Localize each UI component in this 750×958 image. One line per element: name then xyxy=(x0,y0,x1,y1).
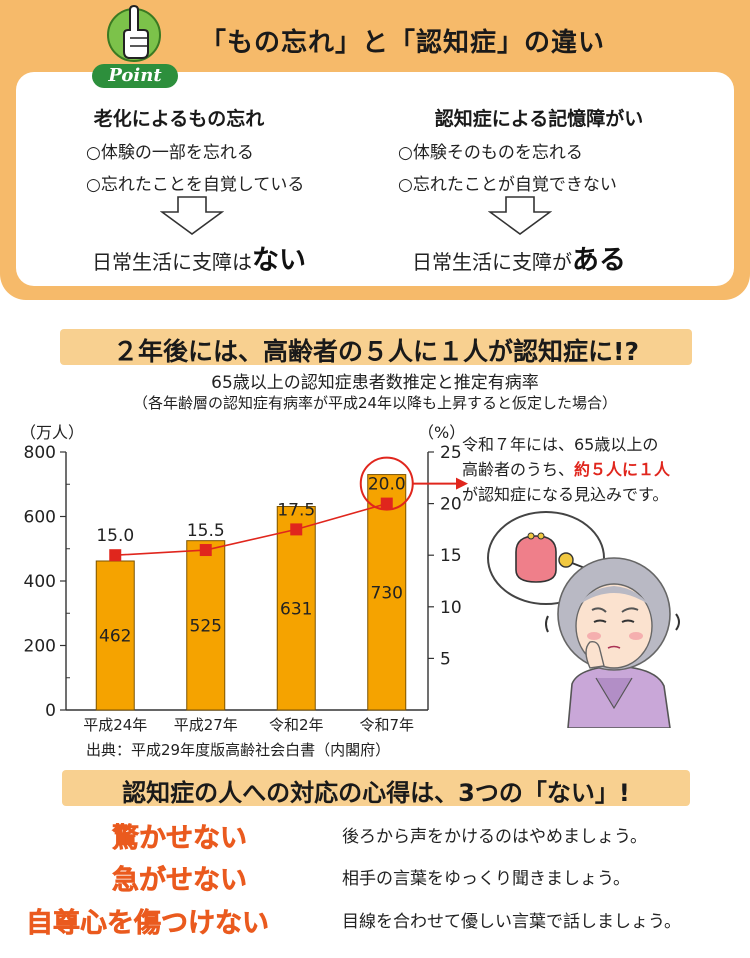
statistics-banner: ２年後には、高齢者の５人に１人が認知症に!? xyxy=(60,329,692,366)
arrow-head-icon xyxy=(456,477,468,490)
y-tick-label-left: 200 xyxy=(24,637,56,657)
difference-panel: 「もの忘れ」と「認知症」の違い 老化によるもの忘れ ○体験の一部を忘れる ○忘れ… xyxy=(0,0,750,300)
tip-heading: 自尊心を傷つけない xyxy=(26,908,270,940)
tip-heading: 急がせない xyxy=(112,865,248,897)
rate-point xyxy=(380,497,393,510)
y-tick-label-right: 25 xyxy=(440,443,462,463)
tip-description: 相手の言葉をゆっくり聞きましょう。 xyxy=(342,869,630,889)
rate-point xyxy=(290,523,303,536)
bar-value-label: 631 xyxy=(280,599,312,619)
y-tick-label-left: 600 xyxy=(24,508,56,528)
y-tick-label-right: 20 xyxy=(440,495,462,515)
y-tick-label-left: 400 xyxy=(24,572,56,592)
dementia-memory-column: 認知症による記憶障がい ○体験そのものを忘れる ○忘れたことが自覚できない 日常… xyxy=(378,72,728,286)
y-tick-label-right: 15 xyxy=(440,546,462,566)
rate-point xyxy=(199,544,212,557)
column-heading: 認知症による記憶障がい xyxy=(434,108,644,130)
bar xyxy=(186,540,226,711)
result-text: 日常生活に支障はない xyxy=(92,238,306,277)
list-item: ○体験の一部を忘れる xyxy=(86,143,254,163)
banner-title: ２年後には、高齢者の５人に１人が認知症に!? xyxy=(113,337,639,366)
tip-heading: 驚かせない xyxy=(112,823,248,855)
result-prefix: 日常生活に支障は xyxy=(92,250,252,274)
tip-description: 目線を合わせて優しい言葉で話しましょう。 xyxy=(342,912,681,932)
list-item: ○忘れたことが自覚できない xyxy=(398,175,617,195)
point-badge: Point xyxy=(92,64,178,88)
rate-line xyxy=(115,502,387,556)
worried-woman-illustration xyxy=(487,511,680,728)
bar-value-label: 730 xyxy=(371,583,403,603)
x-tick-label: 令和2年 xyxy=(269,716,324,734)
y-axis-label-right: （%） xyxy=(418,423,465,442)
rate-label: 15.0 xyxy=(96,526,134,546)
y-axis-label-left: （万人） xyxy=(20,423,84,442)
chart-note: （各年齢層の認知症有病率が平成24年以降も上昇すると仮定した場合） xyxy=(132,394,618,412)
rate-label: 17.5 xyxy=(277,500,315,520)
result-emphasis: ない xyxy=(252,245,306,276)
chart-subtitle: 65歳以上の認知症患者数推定と推定有病率 xyxy=(211,373,539,393)
result-emphasis: ある xyxy=(572,245,626,276)
callout-line: 高齢者のうち、約５人に１人 xyxy=(462,457,746,482)
x-tick-label: 令和7年 xyxy=(359,716,414,734)
bar-value-label: 462 xyxy=(99,627,131,647)
callout-line: が認知症になる見込みです。 xyxy=(462,485,669,504)
bar xyxy=(95,560,135,711)
tips-banner: 認知症の人への対応の心得は、3つの「ない」! xyxy=(62,770,690,807)
rate-label: 15.5 xyxy=(187,521,225,541)
x-tick-label: 平成24年 xyxy=(83,716,147,734)
panel-title: 「もの忘れ」と「認知症」の違い xyxy=(200,28,606,58)
pointing-hand-icon xyxy=(104,2,164,64)
down-arrow-icon xyxy=(159,196,225,240)
result-prefix: 日常生活に支障が xyxy=(412,250,572,274)
bar xyxy=(276,506,316,711)
y-tick-label-right: 10 xyxy=(440,598,462,618)
rate-label: 20.0 xyxy=(368,475,406,495)
aging-forgetfulness-column: 老化によるもの忘れ ○体験の一部を忘れる ○忘れたことを自覚している 日常生活に… xyxy=(16,72,366,286)
callout-line: 令和７年には、65歳以上の xyxy=(462,435,659,454)
dementia-chart: 0 200 400 600 800 5 10 15 20 25 （万人） （%） 462 525 631 73… xyxy=(20,423,468,734)
rate-point xyxy=(109,549,122,562)
comparison-card: 老化によるもの忘れ ○体験の一部を忘れる ○忘れたことを自覚している 日常生活に… xyxy=(16,72,734,286)
callout-highlight: 約５人に１人 xyxy=(574,460,671,479)
list-item: ○体験そのものを忘れる xyxy=(398,143,583,163)
callout-prefix: 高齢者のうち、 xyxy=(462,460,575,479)
x-tick-label: 平成27年 xyxy=(174,716,238,734)
y-tick-label-left: 800 xyxy=(24,443,56,463)
y-tick-label-right: 5 xyxy=(440,649,451,669)
y-tick-label-left: 0 xyxy=(45,701,56,721)
tip-description: 後ろから声をかけるのはやめましょう。 xyxy=(342,827,647,847)
bar xyxy=(367,474,407,711)
down-arrow-icon xyxy=(487,196,553,240)
chart-source: 出典：平成29年度版高齢社会白書（内閣府） xyxy=(86,741,391,759)
bar-value-label: 525 xyxy=(190,616,222,636)
column-heading: 老化によるもの忘れ xyxy=(93,108,265,130)
banner-title: 認知症の人への対応の心得は、3つの「ない」! xyxy=(122,779,630,807)
list-item: ○忘れたことを自覚している xyxy=(86,175,305,195)
callout-text: 令和７年には、65歳以上の 高齢者のうち、約５人に１人 が認知症になる見込みです… xyxy=(462,432,746,507)
result-text: 日常生活に支障がある xyxy=(412,238,626,277)
